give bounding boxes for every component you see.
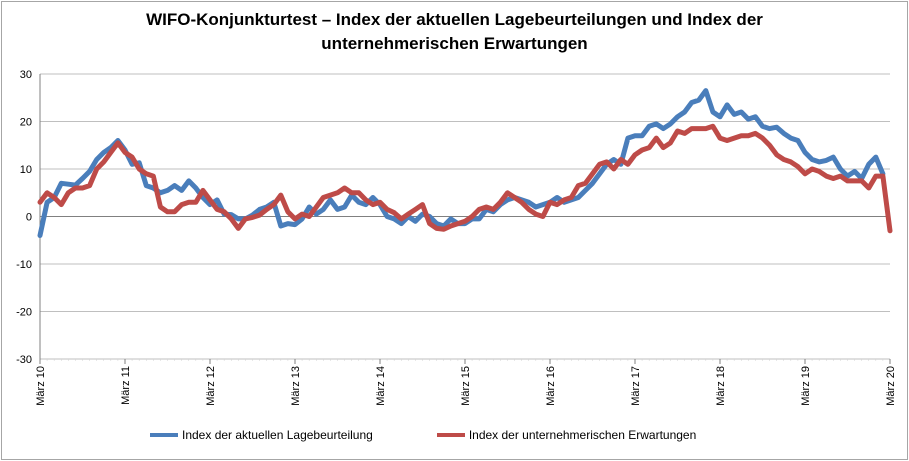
x-tick-label-4: März 14	[375, 366, 387, 406]
legend-item-series-2: Index der unternehmerischen Erwartungen	[436, 428, 697, 442]
x-tick-label-8: März 18	[715, 366, 727, 406]
legend: Index der aktuellen Lagebeurteilung Inde…	[150, 428, 760, 442]
y-tick-label-6: -30	[16, 354, 32, 366]
chart-title-line-2: unternehmerischen Erwartungen	[321, 34, 588, 53]
legend-label-series-1: Index der aktuellen Lagebeurteilung	[182, 428, 373, 442]
x-tick-label-2: März 12	[205, 366, 217, 406]
y-tick-label-5: -20	[16, 307, 32, 319]
x-tick-label-10: März 20	[885, 366, 897, 406]
legend-label-series-2: Index der unternehmerischen Erwartungen	[468, 428, 697, 442]
legend-swatch-series-1	[150, 433, 178, 437]
x-tick-label-6: März 16	[545, 366, 557, 406]
x-tick-label-0: März 10	[35, 366, 47, 406]
x-tick-label-1: März 11	[120, 366, 132, 405]
y-tick-label-1: 20	[20, 117, 32, 129]
x-tick-label-5: März 15	[460, 366, 472, 406]
chart-title-line-1: WIFO-Konjunkturtest – Index der aktuelle…	[146, 10, 763, 29]
x-tick-label-3: März 13	[290, 366, 302, 406]
legend-swatch-series-2	[436, 433, 465, 437]
legend-item-series-1: Index der aktuellen Lagebeurteilung	[150, 428, 373, 442]
y-tick-label-0: 30	[20, 69, 32, 81]
series-line-2	[37, 123, 893, 234]
x-tick-label-9: März 19	[800, 366, 812, 406]
x-tick-label-7: März 17	[630, 366, 642, 406]
y-tick-label-3: 0	[26, 212, 32, 224]
chart-title: WIFO-Konjunkturtest – Index der aktuelle…	[0, 8, 909, 56]
y-tick-label-2: 10	[20, 164, 32, 176]
y-tick-label-4: -10	[16, 259, 32, 271]
